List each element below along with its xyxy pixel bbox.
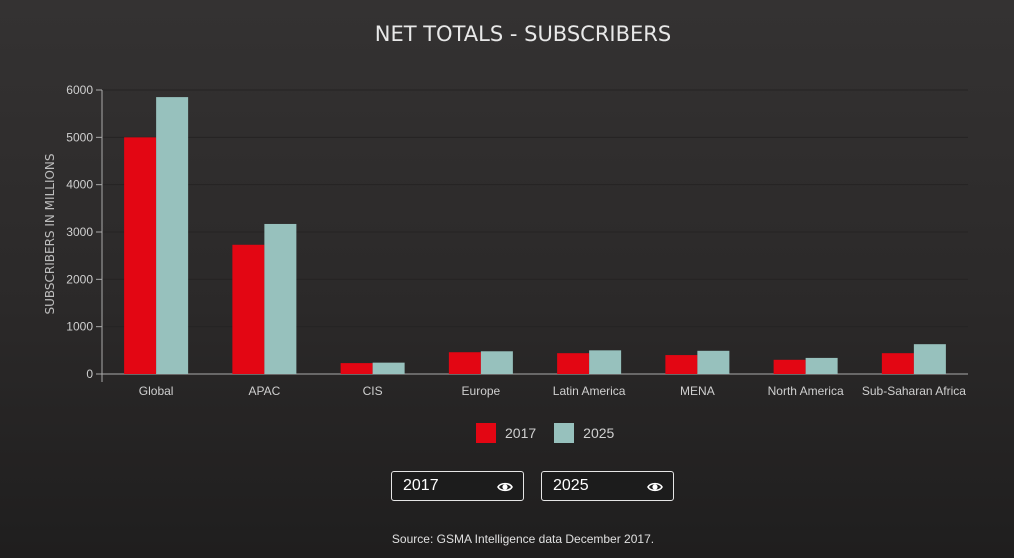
- bar-2025-global: [156, 97, 189, 374]
- bar-2025-north-america: [805, 357, 838, 374]
- bar-2017-cis: [340, 363, 373, 374]
- y-tick-label: 6000: [66, 83, 93, 97]
- x-tick-label: Europe: [462, 384, 501, 398]
- bar-2017-north-america: [773, 359, 806, 374]
- x-tick-label: MENA: [680, 384, 715, 398]
- bar-2017-europe: [448, 352, 481, 374]
- bar-2017-global: [124, 137, 157, 374]
- bar-2025-apac: [264, 223, 297, 374]
- bar-2017-sub-saharan-africa: [881, 353, 914, 374]
- legend: 2017 2025: [476, 423, 632, 443]
- bar-2025-cis: [372, 362, 405, 374]
- x-tick-label: Latin America: [553, 384, 626, 398]
- y-tick-label: 5000: [66, 130, 93, 144]
- x-tick-label: Global: [139, 384, 174, 398]
- y-tick-label: 0: [86, 367, 93, 381]
- bar-2025-latin-america: [589, 350, 622, 374]
- toggle-2025-button[interactable]: 2025: [541, 471, 674, 501]
- legend-item-2017[interactable]: 2017: [476, 423, 536, 443]
- chart-title: NET TOTALS - SUBSCRIBERS: [374, 22, 672, 46]
- eye-icon: [647, 480, 663, 492]
- bar-2017-apac: [232, 244, 265, 374]
- bar-2017-latin-america: [557, 353, 590, 374]
- toggle-2017-label: 2017: [403, 477, 439, 494]
- toggle-2025-label: 2025: [553, 477, 589, 494]
- source-note: Source: GSMA Intelligence data December …: [391, 532, 655, 546]
- bar-2025-europe: [480, 351, 513, 374]
- legend-label-2017: 2017: [505, 425, 537, 441]
- legend-swatch-2017: [476, 423, 496, 443]
- legend-label-2025: 2025: [583, 425, 615, 441]
- y-axis-title: SUBSCRIBERS IN MILLIONS: [43, 153, 57, 314]
- legend-swatch-2025: [554, 423, 575, 443]
- x-tick-label: Sub-Saharan Africa: [862, 384, 966, 398]
- bar-2025-mena: [697, 350, 730, 374]
- toggle-2017-button[interactable]: 2017: [391, 471, 524, 501]
- y-tick-label: 1000: [66, 320, 93, 334]
- bar-2017-mena: [665, 355, 698, 374]
- eye-icon: [497, 480, 513, 492]
- bar-chart: 0 1000 2000 3000 4000 5000 6000 SUBSCRIBERS IN …: [43, 83, 968, 398]
- x-tick-label: APAC: [248, 384, 280, 398]
- y-tick-label: 4000: [66, 178, 93, 192]
- y-tick-label: 2000: [66, 272, 93, 286]
- x-tick-label: CIS: [363, 384, 383, 398]
- x-tick-label: North America: [768, 384, 844, 398]
- y-tick-label: 3000: [66, 225, 93, 239]
- bar-2025-sub-saharan-africa: [913, 344, 946, 374]
- legend-item-2025[interactable]: 2025: [554, 423, 614, 443]
